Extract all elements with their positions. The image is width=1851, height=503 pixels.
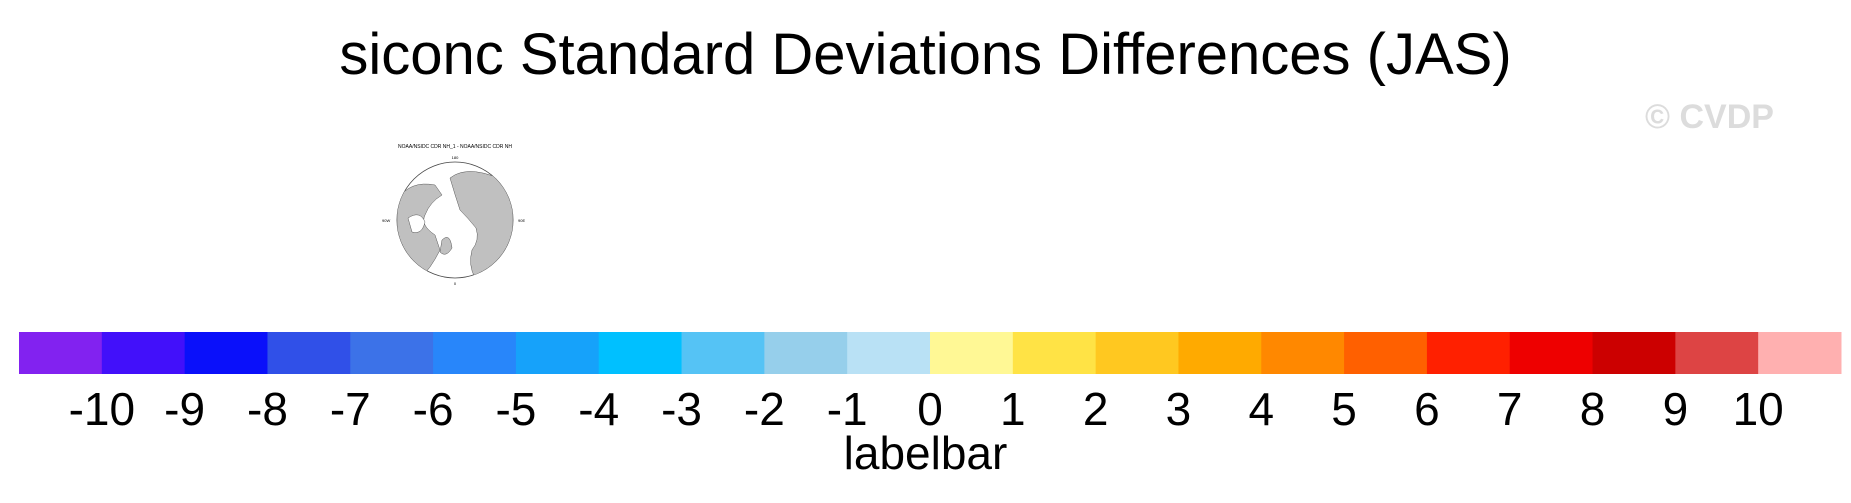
colorbar-box [433, 332, 517, 374]
colorbar-box [1095, 332, 1179, 374]
colorbar-box [1675, 332, 1759, 374]
colorbar-box [1344, 332, 1428, 374]
colorbar-tick-label: 7 [1496, 383, 1523, 435]
lon-label: 90E [518, 218, 525, 223]
panel-title: NOAA/NSIDC CDR NH_1 - NOAA/NSIDC CDR NH [398, 144, 512, 150]
colorbar-tick-label: 10 [1732, 383, 1784, 435]
polar-map-panel: NOAA/NSIDC CDR NH_1 - NOAA/NSIDC CDR NH … [382, 144, 525, 285]
colorbar-tick-label: -5 [495, 383, 537, 435]
colorbar-label: labelbar [843, 427, 1008, 479]
colorbar-tick-label: -9 [164, 383, 206, 435]
colorbar-box [764, 332, 848, 374]
colorbar-box [1592, 332, 1676, 374]
colorbar-box [267, 332, 351, 374]
lon-label: 0 [454, 281, 457, 285]
colorbar-box [681, 332, 765, 374]
colorbar-tick-label: -6 [412, 383, 454, 435]
colorbar-box [1261, 332, 1345, 374]
colorbar-tick-label: 6 [1414, 383, 1440, 435]
colorbar-tick-label: 3 [1165, 383, 1192, 435]
chart-title: siconc Standard Deviations Differences (… [339, 22, 1512, 87]
colorbar-box [350, 332, 434, 374]
colorbar-tick-label: 1 [1000, 383, 1026, 435]
lon-label: 90W [382, 218, 390, 223]
colorbar-box [1426, 332, 1511, 374]
colorbar-box [598, 332, 683, 374]
colorbar-box [19, 332, 103, 374]
colorbar-box [847, 332, 931, 374]
colorbar-tick-label: 4 [1248, 383, 1275, 435]
colorbar-box [515, 332, 600, 374]
colorbar-tick-label: 9 [1662, 383, 1689, 435]
colorbar-tick-label: 5 [1331, 383, 1357, 435]
colorbar-box [1758, 332, 1842, 374]
colorbar-tick-label: -4 [578, 383, 620, 435]
colorbar-box [930, 332, 1014, 374]
colorbar-box [101, 332, 186, 374]
colorbar-tick-label: -3 [661, 383, 702, 435]
colorbar-tick-label: 0 [917, 383, 943, 435]
colorbar-tick-label: 2 [1082, 383, 1109, 435]
cvdp-watermark: © CVDP [1645, 98, 1774, 136]
colorbar-tick-label: -1 [826, 383, 868, 435]
colorbar-box [1178, 332, 1262, 374]
colorbar-tick-label: 8 [1579, 383, 1606, 435]
colorbar-tick-label: -10 [68, 383, 136, 435]
colorbar-tick-label: -2 [743, 383, 785, 435]
colorbar-tick-label: -8 [247, 383, 288, 435]
colorbar-tick-label: -7 [329, 383, 371, 435]
colorbar-box [1012, 332, 1097, 374]
lon-label: 180 [452, 155, 459, 160]
colorbar-box [184, 332, 268, 374]
colorbar-box [1509, 332, 1594, 374]
